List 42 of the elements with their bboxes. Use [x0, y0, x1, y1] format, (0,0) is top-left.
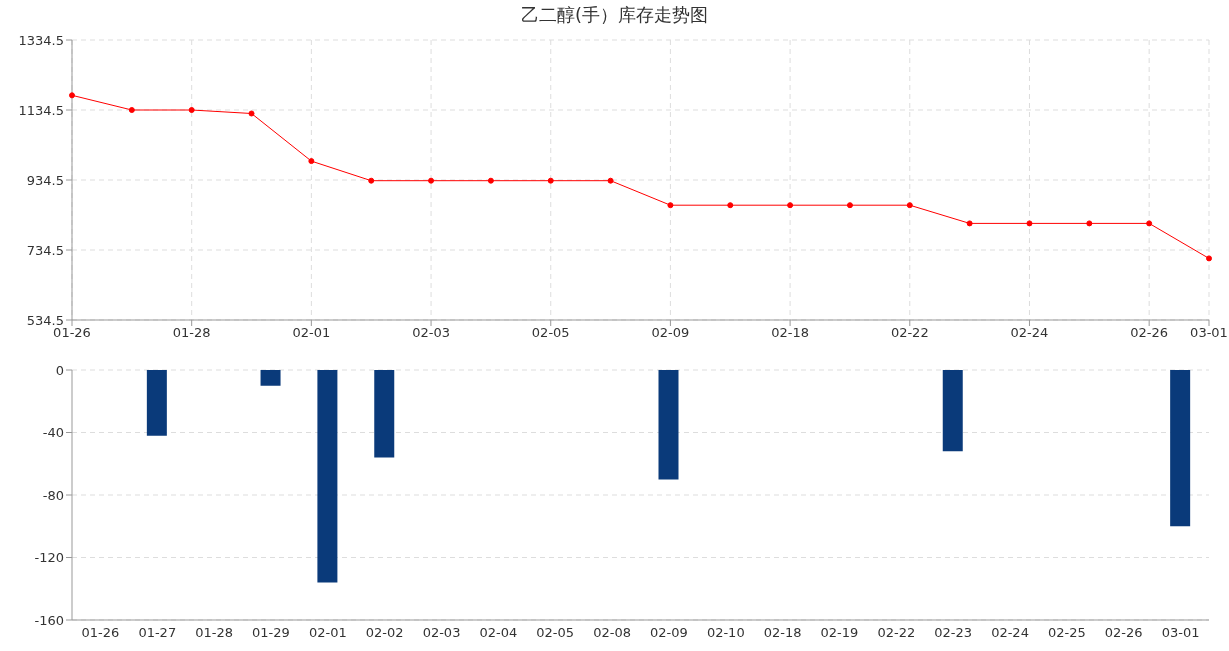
x-tick-label: 02-01 — [308, 625, 347, 641]
y-tick-label: -40 — [42, 425, 64, 441]
x-tick-label: 02-05 — [536, 625, 575, 641]
y-tick-label: 534.5 — [26, 312, 64, 328]
chart-title: 乙二醇(手）库存走势图 — [520, 3, 709, 27]
x-tick-label: 01-28 — [195, 625, 234, 641]
y-tick-label: 0 — [55, 362, 64, 378]
x-tick-label: 02-04 — [479, 625, 518, 641]
x-tick-label: 02-26 — [1104, 625, 1143, 641]
x-tick-label: 02-10 — [706, 625, 745, 641]
y-tick-label: 934.5 — [26, 172, 64, 188]
x-tick-label: 02-26 — [1130, 325, 1169, 341]
x-tick-label: 02-03 — [422, 625, 461, 641]
x-tick-label: 01-27 — [138, 625, 177, 641]
x-tick-label: 02-09 — [650, 625, 688, 641]
x-tick-label: 02-18 — [771, 325, 809, 341]
y-tick-label: -80 — [42, 487, 64, 503]
x-tick-label: 02-08 — [593, 625, 631, 641]
x-tick-label: 02-03 — [412, 325, 450, 341]
x-tick-label: 01-29 — [252, 625, 290, 641]
x-tick-label: 02-19 — [820, 625, 859, 641]
x-tick-label: 02-22 — [890, 325, 929, 341]
x-tick-label: 02-22 — [877, 625, 916, 641]
x-tick-label: 02-25 — [1047, 625, 1086, 641]
x-tick-label: 02-23 — [934, 625, 973, 641]
x-tick-label: 02-01 — [292, 325, 331, 341]
x-tick-label: 02-24 — [991, 625, 1029, 641]
y-tick-label: 734.5 — [26, 242, 64, 258]
x-tick-label: 01-26 — [53, 325, 91, 341]
x-tick-label: 01-28 — [172, 325, 211, 341]
x-tick-label: 02-18 — [763, 625, 802, 641]
x-tick-label: 02-02 — [365, 625, 404, 641]
y-tick-label: 1134.5 — [18, 102, 64, 118]
x-tick-label: 02-24 — [1010, 325, 1049, 341]
x-tick-label: 03-01 — [1190, 325, 1228, 341]
x-tick-label: 03-01 — [1161, 625, 1200, 641]
y-tick-label: -160 — [34, 612, 64, 628]
x-tick-label: 02-09 — [651, 325, 690, 341]
y-tick-label: 1334.5 — [18, 32, 64, 48]
y-tick-label: -120 — [34, 550, 64, 566]
x-tick-label: 01-26 — [81, 625, 120, 641]
x-tick-label: 02-05 — [531, 325, 570, 341]
